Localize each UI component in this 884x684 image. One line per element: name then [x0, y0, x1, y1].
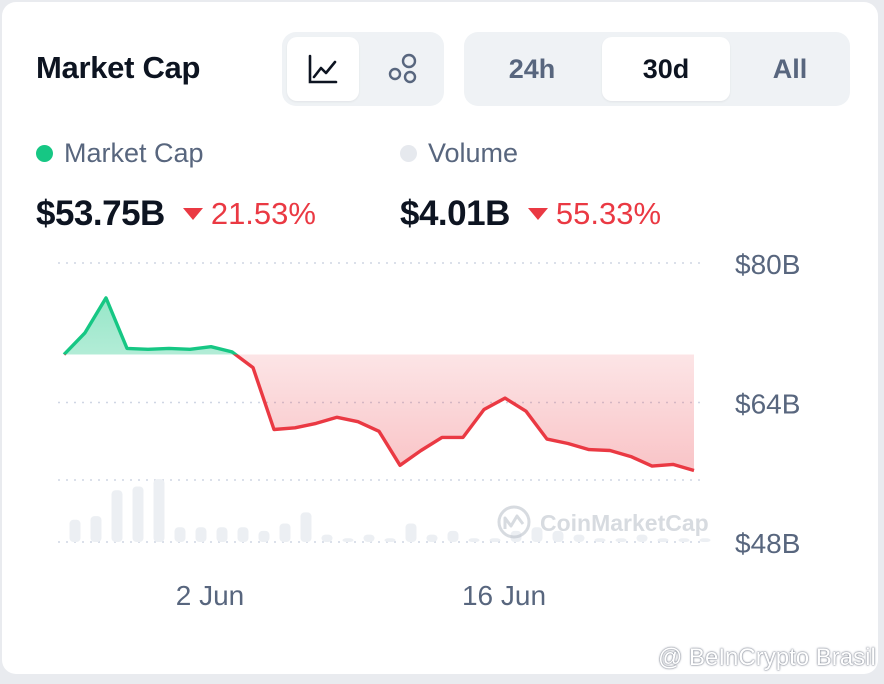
market-cap-line-down	[64, 354, 695, 473]
volume-bar	[699, 538, 711, 542]
y-tick-label: $80B	[735, 249, 800, 280]
volume-bar	[426, 534, 438, 542]
volume-bar	[216, 527, 228, 542]
card-title: Market Cap	[36, 50, 201, 85]
bubble-chart-button[interactable]	[367, 37, 439, 101]
market-cap-change: 21.53%	[182, 196, 316, 232]
coinmarketcap-watermark-text: CoinMarketCap	[540, 510, 709, 536]
volume-bars	[69, 479, 711, 542]
volume-bar	[384, 538, 396, 542]
coinmarketcap-watermark: CoinMarketCap	[497, 505, 709, 539]
volume-legend-dot	[400, 145, 417, 162]
volume-bar	[69, 519, 81, 542]
volume-bar	[237, 527, 249, 542]
volume-change-value: 55.33%	[555, 196, 662, 231]
range-24h-button[interactable]: 24h	[508, 53, 556, 84]
beincrypto-watermark-text: @ BeInCrypto Brasil	[658, 644, 876, 671]
volume-bar	[636, 534, 648, 542]
volume-label: Volume	[428, 138, 519, 168]
volume-bar	[111, 490, 123, 542]
volume-bar	[153, 479, 165, 542]
volume-bar	[678, 538, 690, 542]
volume-bar	[342, 538, 354, 542]
market-cap-label: Market Cap	[64, 138, 204, 168]
line-chart-icon	[308, 54, 338, 84]
down-triangle-icon	[527, 208, 548, 220]
range-all-button[interactable]: All	[772, 53, 808, 84]
beincrypto-watermark: @ BeInCrypto Brasil	[632, 644, 876, 672]
volume-bar	[489, 538, 501, 542]
x-tick-label: 16 Jun	[462, 580, 546, 611]
volume-bar	[615, 538, 627, 542]
volume-bar	[321, 534, 333, 542]
market-cap-card: Market Cap 24h 30d All Market Cap $53.75…	[2, 2, 878, 674]
volume-bar	[447, 530, 459, 542]
market-cap-value: $53.75B	[36, 194, 165, 233]
line-chart-button[interactable]	[287, 37, 359, 101]
volume-bar	[132, 486, 144, 542]
y-tick-label: $48B	[735, 528, 800, 559]
volume-bar	[657, 538, 669, 542]
volume-metric: Volume $4.01B 55.33%	[400, 138, 661, 233]
candlestick-bubbles-icon	[388, 53, 417, 84]
volume-bar	[405, 523, 417, 542]
market-cap-change-value: 21.53%	[210, 196, 316, 231]
y-axis-labels: $80B $64B $48B	[735, 249, 800, 559]
volume-bar	[279, 523, 291, 542]
volume-bar	[594, 538, 606, 542]
x-axis-labels: 2 Jun 16 Jun	[176, 580, 546, 611]
volume-value: $4.01B	[400, 194, 510, 233]
volume-bar	[552, 530, 564, 542]
time-range-selector: 24h 30d All	[464, 32, 850, 106]
volume-bar	[531, 527, 543, 542]
market-cap-metric: Market Cap $53.75B 21.53%	[36, 138, 316, 233]
market-cap-chart[interactable]: CoinMarketCap $80B $64B $48B 2 Jun 16 Jun	[2, 2, 878, 674]
volume-bar	[258, 530, 270, 542]
chart-type-toggle	[282, 32, 444, 106]
range-30d-button[interactable]: 30d	[602, 37, 730, 101]
binance-logo-icon	[632, 647, 654, 669]
area-below-baseline	[64, 354, 694, 471]
x-tick-label: 2 Jun	[176, 580, 245, 611]
volume-bar	[174, 527, 186, 542]
volume-bar	[90, 516, 102, 542]
volume-bar	[363, 534, 375, 542]
volume-bar	[195, 527, 207, 542]
volume-bar	[468, 538, 480, 542]
volume-bar	[573, 534, 585, 542]
market-cap-line-up	[62, 296, 239, 355]
y-tick-label: $64B	[735, 389, 800, 420]
volume-change: 55.33%	[527, 196, 662, 232]
area-above-baseline	[64, 297, 236, 355]
market-cap-legend-dot	[36, 145, 53, 162]
volume-bar	[300, 512, 312, 542]
down-triangle-icon	[182, 208, 203, 220]
